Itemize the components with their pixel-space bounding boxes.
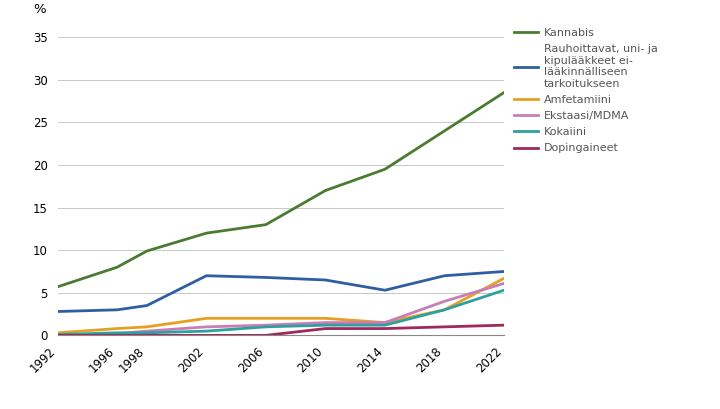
Rauhoittavat, uni- ja
kipulääkkeet ei-
lääkinnälliseen
tarkoitukseen — [113, 308, 122, 312]
Ekstaasi/MDMA — [53, 333, 62, 338]
Rauhoittavat, uni- ja
kipulääkkeet ei-
lääkinnälliseen
tarkoitukseen — [381, 288, 390, 293]
Dopingaineet — [440, 324, 449, 329]
Line: Kokaiini: Kokaiini — [58, 290, 504, 335]
Rauhoittavat, uni- ja
kipulääkkeet ei-
lääkinnälliseen
tarkoitukseen — [440, 273, 449, 278]
Amfetamiini — [113, 326, 122, 331]
Line: Kannabis: Kannabis — [58, 92, 504, 287]
Kokaiini — [500, 288, 508, 293]
Kannabis — [113, 265, 122, 270]
Text: %: % — [33, 3, 45, 16]
Amfetamiini — [143, 324, 151, 329]
Dopingaineet — [143, 333, 151, 338]
Line: Rauhoittavat, uni- ja
kipulääkkeet ei-
lääkinnälliseen
tarkoitukseen: Rauhoittavat, uni- ja kipulääkkeet ei- l… — [58, 272, 504, 312]
Kokaiini — [143, 330, 151, 335]
Amfetamiini — [321, 316, 330, 321]
Dopingaineet — [113, 333, 122, 338]
Dopingaineet — [500, 323, 508, 328]
Kokaiini — [53, 332, 62, 337]
Ekstaasi/MDMA — [321, 320, 330, 325]
Kannabis — [440, 128, 449, 133]
Ekstaasi/MDMA — [500, 281, 508, 286]
Dopingaineet — [381, 326, 390, 331]
Rauhoittavat, uni- ja
kipulääkkeet ei-
lääkinnälliseen
tarkoitukseen — [321, 278, 330, 283]
Kokaiini — [440, 308, 449, 312]
Kannabis — [143, 249, 151, 254]
Rauhoittavat, uni- ja
kipulääkkeet ei-
lääkinnälliseen
tarkoitukseen — [53, 309, 62, 314]
Kokaiini — [261, 324, 270, 329]
Line: Ekstaasi/MDMA: Ekstaasi/MDMA — [58, 283, 504, 335]
Kannabis — [381, 167, 390, 172]
Kokaiini — [381, 323, 390, 328]
Kokaiini — [113, 330, 122, 335]
Kannabis — [202, 231, 211, 236]
Dopingaineet — [321, 326, 330, 331]
Amfetamiini — [381, 320, 390, 325]
Amfetamiini — [500, 276, 508, 281]
Dopingaineet — [53, 333, 62, 338]
Kannabis — [261, 222, 270, 227]
Amfetamiini — [202, 316, 211, 321]
Amfetamiini — [53, 330, 62, 335]
Rauhoittavat, uni- ja
kipulääkkeet ei-
lääkinnälliseen
tarkoitukseen — [500, 269, 508, 274]
Kokaiini — [202, 329, 211, 334]
Line: Amfetamiini: Amfetamiini — [58, 278, 504, 333]
Kannabis — [500, 90, 508, 95]
Rauhoittavat, uni- ja
kipulääkkeet ei-
lääkinnälliseen
tarkoitukseen — [202, 273, 211, 278]
Rauhoittavat, uni- ja
kipulääkkeet ei-
lääkinnälliseen
tarkoitukseen — [261, 275, 270, 280]
Rauhoittavat, uni- ja
kipulääkkeet ei-
lääkinnälliseen
tarkoitukseen — [143, 303, 151, 308]
Dopingaineet — [202, 333, 211, 338]
Ekstaasi/MDMA — [261, 323, 270, 328]
Dopingaineet — [261, 333, 270, 338]
Kannabis — [321, 188, 330, 193]
Ekstaasi/MDMA — [440, 299, 449, 304]
Line: Dopingaineet: Dopingaineet — [58, 325, 504, 335]
Ekstaasi/MDMA — [202, 324, 211, 329]
Amfetamiini — [261, 316, 270, 321]
Ekstaasi/MDMA — [143, 329, 151, 334]
Kannabis — [53, 284, 62, 289]
Ekstaasi/MDMA — [381, 320, 390, 325]
Amfetamiini — [440, 308, 449, 312]
Ekstaasi/MDMA — [113, 331, 122, 336]
Legend: Kannabis, Rauhoittavat, uni- ja
kipulääkkeet ei-
lääkinnälliseen
tarkoitukseen, : Kannabis, Rauhoittavat, uni- ja kipulääk… — [514, 28, 658, 153]
Kokaiini — [321, 323, 330, 328]
